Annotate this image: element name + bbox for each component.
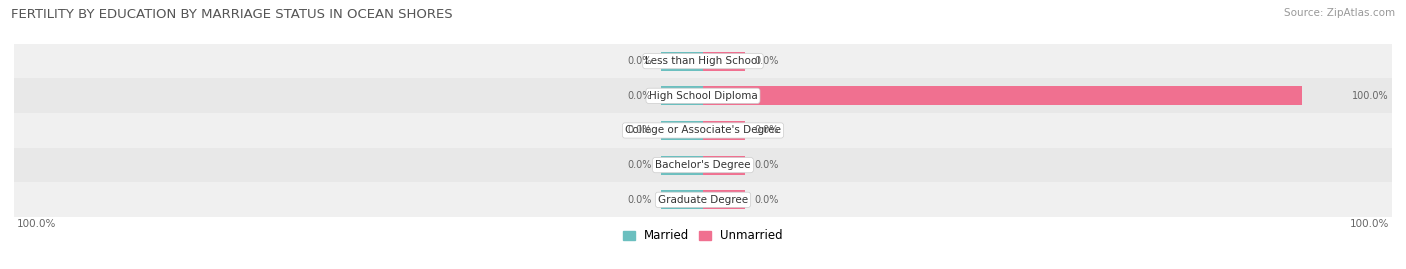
Text: College or Associate's Degree: College or Associate's Degree [626,125,780,136]
Text: 0.0%: 0.0% [754,56,779,66]
Text: 0.0%: 0.0% [627,160,652,170]
Text: 0.0%: 0.0% [627,91,652,101]
Text: 0.0%: 0.0% [627,195,652,205]
Text: Less than High School: Less than High School [645,56,761,66]
FancyBboxPatch shape [14,79,1392,113]
Bar [703,121,745,140]
Text: 100.0%: 100.0% [17,219,56,229]
Text: High School Diploma: High School Diploma [648,91,758,101]
Bar [703,86,1302,105]
Bar [661,121,703,140]
Bar [703,190,745,209]
Bar [661,86,703,105]
Bar [661,155,703,175]
FancyBboxPatch shape [14,113,1392,148]
Text: 0.0%: 0.0% [627,125,652,136]
Bar [703,52,745,71]
Text: 100.0%: 100.0% [1350,219,1389,229]
FancyBboxPatch shape [14,148,1392,182]
Text: 0.0%: 0.0% [754,195,779,205]
Text: Bachelor's Degree: Bachelor's Degree [655,160,751,170]
Bar [703,155,745,175]
FancyBboxPatch shape [14,182,1392,217]
Text: FERTILITY BY EDUCATION BY MARRIAGE STATUS IN OCEAN SHORES: FERTILITY BY EDUCATION BY MARRIAGE STATU… [11,8,453,21]
FancyBboxPatch shape [14,44,1392,79]
Text: 0.0%: 0.0% [754,125,779,136]
Text: 0.0%: 0.0% [627,56,652,66]
Bar [661,190,703,209]
Text: Source: ZipAtlas.com: Source: ZipAtlas.com [1284,8,1395,18]
Legend: Married, Unmarried: Married, Unmarried [619,225,787,247]
Text: Graduate Degree: Graduate Degree [658,195,748,205]
Text: 0.0%: 0.0% [754,160,779,170]
Text: 100.0%: 100.0% [1353,91,1389,101]
Bar [661,52,703,71]
